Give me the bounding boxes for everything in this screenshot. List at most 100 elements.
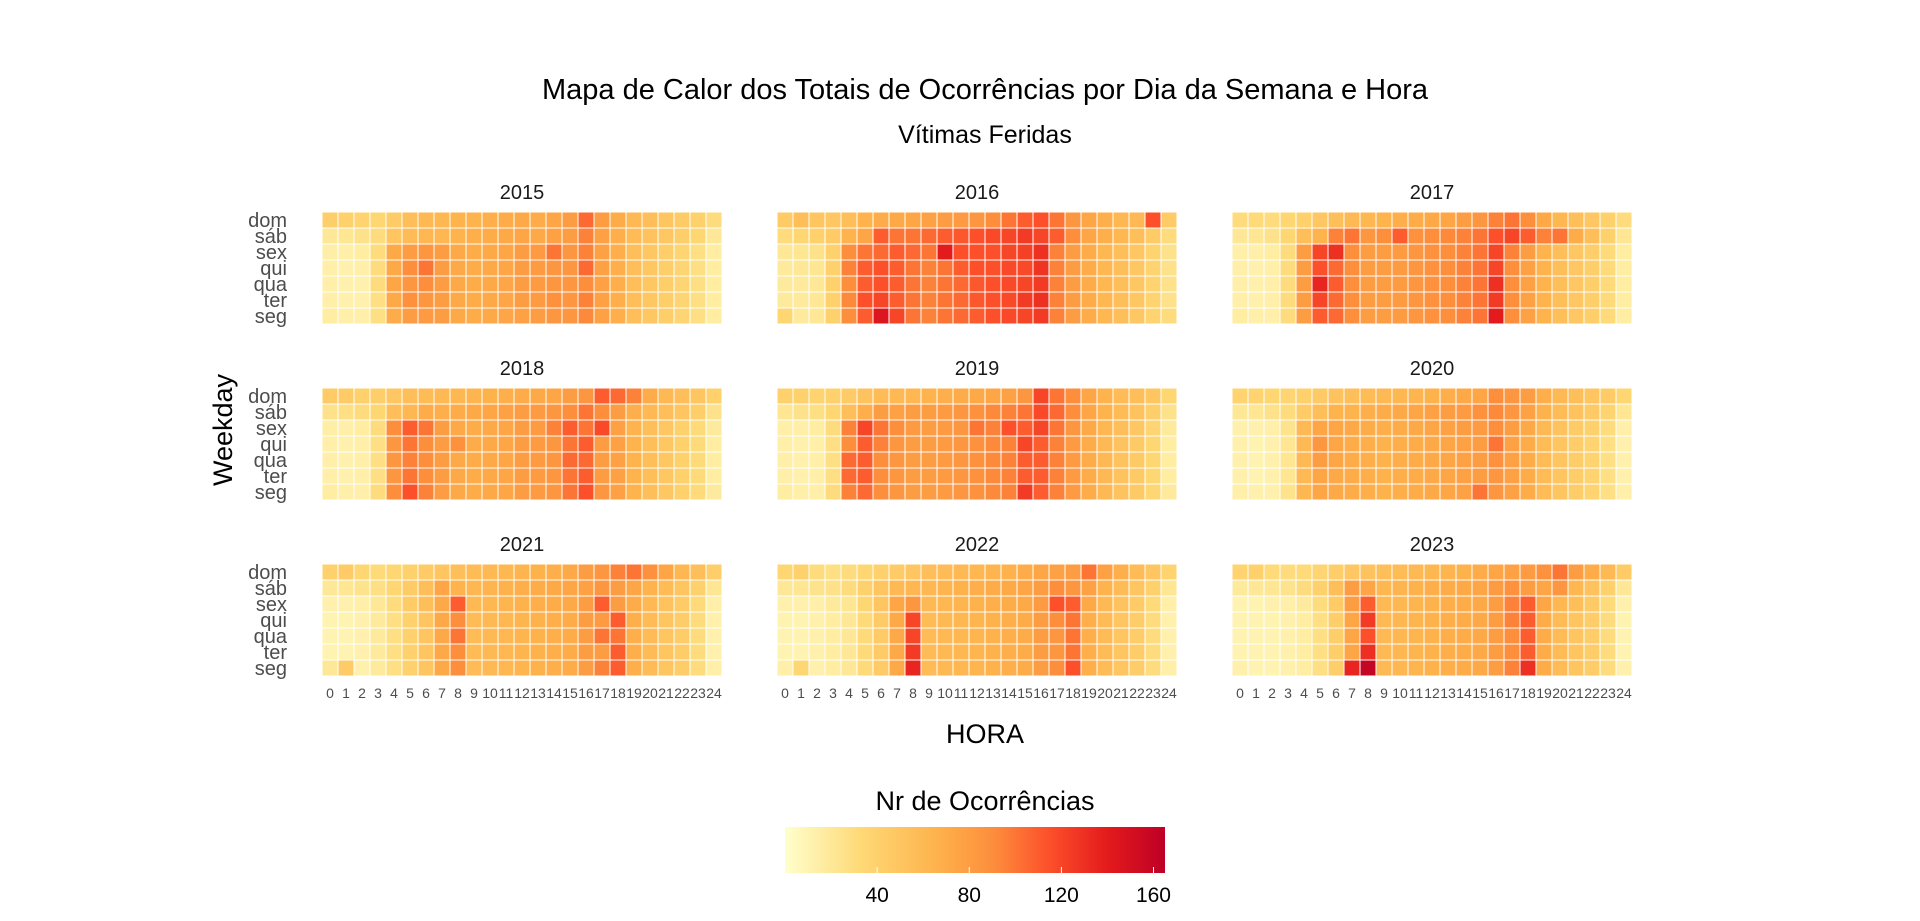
heatmap-cell bbox=[936, 467, 954, 485]
heatmap-cell bbox=[353, 643, 371, 661]
heatmap-cell bbox=[1535, 435, 1553, 453]
heatmap-cell bbox=[1487, 643, 1505, 661]
heatmap-cell bbox=[968, 243, 986, 261]
heatmap-cell bbox=[1455, 243, 1473, 261]
heatmap-cell bbox=[872, 579, 890, 597]
heatmap-cell bbox=[337, 211, 355, 229]
heatmap-cell bbox=[1439, 307, 1457, 325]
heatmap-cell bbox=[1439, 563, 1457, 581]
heatmap-cell bbox=[1000, 595, 1018, 613]
heatmap-cell bbox=[1519, 451, 1537, 469]
heatmap-cell bbox=[808, 419, 826, 437]
heatmap-cell bbox=[1327, 643, 1345, 661]
heatmap-cell bbox=[936, 307, 954, 325]
heatmap-cell bbox=[1016, 659, 1034, 677]
heatmap-cell bbox=[1000, 211, 1018, 229]
heatmap-cell bbox=[1343, 403, 1361, 421]
x-tick-label: 18 bbox=[1065, 685, 1081, 701]
heatmap-cell bbox=[1519, 403, 1537, 421]
heatmap-cell bbox=[673, 451, 691, 469]
chart-title: Mapa de Calor dos Totais de Ocorrências … bbox=[542, 74, 1429, 106]
heatmap-cell bbox=[1359, 563, 1377, 581]
heatmap-cell bbox=[449, 467, 467, 485]
heatmap-cell bbox=[968, 291, 986, 309]
heatmap-cell bbox=[1032, 259, 1050, 277]
heatmap-cell bbox=[481, 291, 499, 309]
heatmap-cell bbox=[984, 227, 1002, 245]
heatmap-cell bbox=[968, 275, 986, 293]
heatmap-cell bbox=[401, 387, 419, 405]
heatmap-cell bbox=[1247, 451, 1265, 469]
heatmap-cell bbox=[593, 243, 611, 261]
heatmap-cell bbox=[561, 451, 579, 469]
heatmap-cell bbox=[705, 211, 723, 229]
heatmap-cell bbox=[968, 307, 986, 325]
heatmap-cell bbox=[1160, 419, 1178, 437]
heatmap-cell bbox=[593, 307, 611, 325]
heatmap-cell bbox=[1391, 387, 1409, 405]
heatmap-cell bbox=[920, 387, 938, 405]
heatmap-cell bbox=[824, 387, 842, 405]
heatmap-cell bbox=[1000, 387, 1018, 405]
heatmap-cell bbox=[593, 643, 611, 661]
heatmap-cell bbox=[888, 435, 906, 453]
heatmap-cell bbox=[337, 259, 355, 277]
heatmap-cell bbox=[936, 563, 954, 581]
heatmap-cell bbox=[888, 563, 906, 581]
heatmap-cell bbox=[625, 211, 643, 229]
heatmap-cell bbox=[920, 259, 938, 277]
heatmap-cell bbox=[904, 483, 922, 501]
heatmap-cell bbox=[369, 291, 387, 309]
heatmap-cell bbox=[449, 275, 467, 293]
heatmap-cell bbox=[497, 643, 515, 661]
heatmap-cell bbox=[872, 259, 890, 277]
heatmap-cell bbox=[840, 483, 858, 501]
heatmap-cell bbox=[936, 275, 954, 293]
heatmap-cell bbox=[417, 387, 435, 405]
heatmap-cell bbox=[417, 483, 435, 501]
heatmap-cell bbox=[1000, 579, 1018, 597]
heatmap-cell bbox=[1327, 627, 1345, 645]
heatmap-cell bbox=[872, 227, 890, 245]
facet-2016: 2016 bbox=[776, 182, 1178, 325]
heatmap-cell bbox=[1096, 419, 1114, 437]
heatmap-cell bbox=[1487, 259, 1505, 277]
heatmap-cell bbox=[1391, 467, 1409, 485]
heatmap-cell bbox=[1263, 291, 1281, 309]
heatmap-cell bbox=[1487, 627, 1505, 645]
heatmap-cell bbox=[872, 307, 890, 325]
heatmap-cell bbox=[952, 243, 970, 261]
heatmap-cell bbox=[872, 659, 890, 677]
heatmap-cell bbox=[1423, 611, 1441, 629]
heatmap-cell bbox=[1263, 435, 1281, 453]
heatmap-cell bbox=[1375, 467, 1393, 485]
heatmap-cell bbox=[1407, 259, 1425, 277]
heatmap-cell bbox=[1391, 227, 1409, 245]
heatmap-cell bbox=[1096, 435, 1114, 453]
heatmap-cell bbox=[904, 659, 922, 677]
heatmap-cell bbox=[1144, 211, 1162, 229]
heatmap-cell bbox=[1343, 483, 1361, 501]
heatmap-cell bbox=[1583, 387, 1601, 405]
heatmap-cell bbox=[449, 659, 467, 677]
heatmap-cell bbox=[1487, 579, 1505, 597]
heatmap-cell bbox=[824, 627, 842, 645]
heatmap-cell bbox=[1455, 467, 1473, 485]
heatmap-cell bbox=[369, 643, 387, 661]
heatmap-cell bbox=[1615, 419, 1633, 437]
heatmap-cell bbox=[1567, 275, 1585, 293]
heatmap-cell bbox=[872, 211, 890, 229]
heatmap-cell bbox=[1615, 451, 1633, 469]
heatmap-cell bbox=[1279, 387, 1297, 405]
heatmap-cell bbox=[792, 467, 810, 485]
heatmap-cell bbox=[1487, 419, 1505, 437]
x-tick-label: 7 bbox=[893, 685, 901, 701]
heatmap-cell bbox=[385, 579, 403, 597]
x-tick-label: 6 bbox=[422, 685, 430, 701]
heatmap-cell bbox=[1295, 307, 1313, 325]
x-tick-label: 12 bbox=[514, 685, 530, 701]
heatmap-cell bbox=[1311, 627, 1329, 645]
heatmap-cell bbox=[625, 579, 643, 597]
heatmap-cell bbox=[840, 227, 858, 245]
